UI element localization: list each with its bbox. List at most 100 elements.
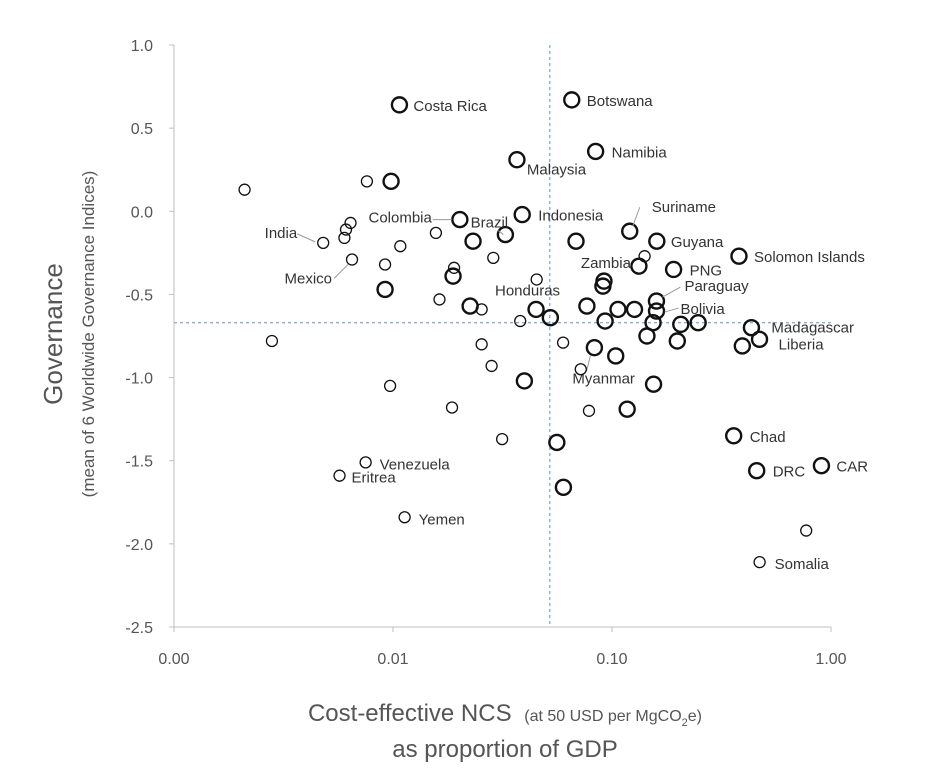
data-point xyxy=(390,96,409,114)
data-point xyxy=(487,251,500,264)
data-points: Costa Rica Botswana Namibia Malaysia Colombi… xyxy=(238,91,868,573)
plot-area xyxy=(174,45,831,627)
data-point xyxy=(444,267,462,285)
data-label: Costa Rica xyxy=(413,98,487,115)
data-point xyxy=(513,205,531,224)
data-label: Malaysia xyxy=(527,162,587,179)
data-point xyxy=(748,461,766,480)
data-label: Liberia xyxy=(779,336,825,353)
data-point xyxy=(548,433,566,452)
x-axis-title-main: Cost-effective NCS xyxy=(308,700,512,727)
data-label: Suriname xyxy=(652,199,716,216)
data-label: DRC xyxy=(773,464,806,481)
data-point xyxy=(376,280,394,299)
y-axis-subtitle: (mean of 6 Worldwide Governance Indices) xyxy=(79,171,98,498)
label-leader-line xyxy=(333,264,349,279)
data-point xyxy=(609,300,627,319)
data-label: Zambia xyxy=(581,255,632,272)
data-point xyxy=(750,330,769,349)
data-point xyxy=(339,223,353,236)
data-label: Brazil xyxy=(471,215,509,232)
y-tick-label: -1.0 xyxy=(125,371,153,388)
data-point xyxy=(429,226,443,240)
data-label: Chad xyxy=(750,429,786,446)
label-leader-line xyxy=(624,261,632,266)
axes: -2.5 -2.0 -1.5 -1.0 -0.5 0.0 0.5 1.0 0.00 0.01 0.1… xyxy=(125,38,846,668)
data-label: Mexico xyxy=(285,271,333,288)
data-point xyxy=(345,253,359,266)
data-label: Guyana xyxy=(671,234,724,251)
data-point xyxy=(556,336,570,349)
data-point xyxy=(495,432,509,446)
x-tick-label: 0.01 xyxy=(377,651,408,668)
x-axis-title-paren-sub: 2 xyxy=(682,717,688,729)
data-point xyxy=(812,457,831,475)
data-point xyxy=(317,236,330,250)
x-axis-title-line2: as proportion of GDP xyxy=(392,736,617,763)
x-tick-label: 1.00 xyxy=(815,651,846,668)
data-point xyxy=(574,363,587,376)
data-point xyxy=(238,183,251,196)
data-label: Myanmar xyxy=(572,371,635,388)
data-point xyxy=(378,258,392,271)
data-point xyxy=(596,312,614,330)
data-label: Paraguay xyxy=(684,278,749,295)
label-leader-line xyxy=(664,307,679,313)
x-axis-title-paren-pre: (at 50 USD per MgCO xyxy=(524,708,681,725)
data-point xyxy=(382,172,400,191)
data-point xyxy=(742,318,761,337)
data-point xyxy=(541,309,560,327)
data-label: Honduras xyxy=(495,282,560,299)
data-point xyxy=(753,555,766,569)
x-axis-title-paren-post: e) xyxy=(688,708,702,725)
data-point xyxy=(485,359,498,373)
y-axis-title: Governance xyxy=(38,263,68,405)
data-label: CAR xyxy=(836,459,868,476)
data-point xyxy=(621,222,639,240)
data-point xyxy=(394,240,407,253)
data-point xyxy=(618,400,636,418)
data-label: Venezuela xyxy=(380,456,451,473)
data-label: Eritrea xyxy=(352,470,397,487)
y-tick-label: -2.5 xyxy=(125,620,153,637)
data-point xyxy=(527,300,545,319)
data-label: Bolivia xyxy=(681,301,726,318)
data-point xyxy=(447,261,461,274)
y-tick-label: 1.0 xyxy=(131,38,153,55)
data-point xyxy=(585,338,604,357)
data-point xyxy=(445,401,459,414)
data-point xyxy=(644,375,663,393)
y-tick-label: -1.5 xyxy=(125,454,153,471)
data-point xyxy=(475,338,488,351)
data-label: Somalia xyxy=(775,556,830,573)
data-point xyxy=(475,303,488,316)
data-label: India xyxy=(265,225,298,242)
data-point xyxy=(360,175,374,188)
data-point xyxy=(630,257,648,275)
label-leader-line xyxy=(632,207,641,227)
data-label: Indonesia xyxy=(538,208,604,225)
label-leader-line xyxy=(662,286,681,298)
data-point xyxy=(730,247,748,265)
data-point xyxy=(338,231,351,245)
data-point xyxy=(638,327,656,345)
data-label: PNG xyxy=(690,262,723,279)
y-tick-label: -0.5 xyxy=(125,287,153,304)
x-tick-label: 0.00 xyxy=(158,651,189,668)
data-point xyxy=(625,300,644,319)
label-leader-line xyxy=(498,230,504,235)
y-tick-label: 0.0 xyxy=(131,204,153,221)
data-point xyxy=(398,511,411,524)
data-label: Yemen xyxy=(419,511,465,528)
data-point xyxy=(496,225,515,244)
label-leader-line xyxy=(585,355,591,372)
data-point xyxy=(668,332,687,350)
y-tick-label: -2.0 xyxy=(125,537,153,554)
data-point xyxy=(433,293,446,306)
data-point xyxy=(607,347,625,365)
data-label: Botswana xyxy=(587,93,654,110)
data-point xyxy=(554,478,573,497)
data-point xyxy=(582,404,596,417)
data-point xyxy=(514,314,527,328)
